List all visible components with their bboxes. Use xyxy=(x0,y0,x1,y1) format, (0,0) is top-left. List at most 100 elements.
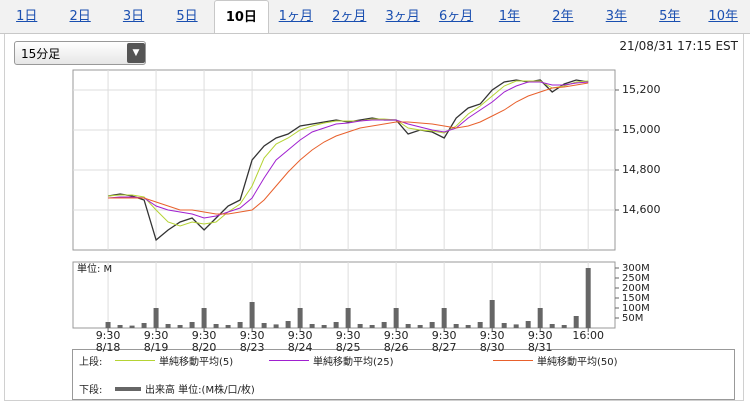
legend-label: 単純移動平均(50) xyxy=(537,357,618,368)
legend-row: 下段: 出来高 単位:(M株/口/枚) xyxy=(79,381,729,396)
volume-bar xyxy=(189,322,195,328)
y-tick-label: 100M xyxy=(622,303,650,314)
volume-bar xyxy=(393,308,399,328)
period-tab[interactable]: 3ヶ月 xyxy=(385,9,420,24)
y-tick-label: 14,600 xyxy=(622,203,661,216)
volume-bar xyxy=(525,321,531,328)
y-tick-label: 15,000 xyxy=(622,123,661,136)
volume-bar xyxy=(321,325,327,328)
volume-bar xyxy=(537,308,543,328)
price-plot-frame xyxy=(72,69,616,251)
moving-average-line xyxy=(108,81,589,219)
volume-bar xyxy=(369,325,375,328)
volume-bar xyxy=(309,324,315,328)
period-tab[interactable]: 2日 xyxy=(69,9,91,24)
chart-panel xyxy=(4,34,744,401)
volume-bar xyxy=(549,324,555,328)
select-arrow[interactable]: ▼ xyxy=(127,43,145,63)
x-tick-label: 9:30 8/24 xyxy=(287,329,313,354)
volume-bar xyxy=(261,323,267,328)
x-tick-label: 9:30 8/19 xyxy=(143,329,169,354)
volume-bar xyxy=(285,321,291,328)
period-tab[interactable]: 1ヶ月 xyxy=(278,9,313,24)
period-tab[interactable]: 10年 xyxy=(708,9,738,24)
period-tab[interactable]: 5日 xyxy=(176,9,198,24)
volume-bar xyxy=(117,325,123,328)
period-tab[interactable]: 2ヶ月 xyxy=(332,9,367,24)
volume-bar xyxy=(153,308,159,328)
legend-group-label: 上段: xyxy=(79,357,103,368)
legend-group-label: 下段: xyxy=(79,385,103,396)
x-tick-label: 9:30 8/20 xyxy=(191,329,217,354)
volume-bar xyxy=(177,325,183,328)
volume-bar xyxy=(453,324,459,328)
x-tick-label: 9:30 8/23 xyxy=(239,329,265,354)
volume-bar xyxy=(513,324,519,328)
x-tick-label: 9:30 8/18 xyxy=(95,329,121,354)
y-tick-label: 15,200 xyxy=(622,83,661,96)
volume-bar xyxy=(213,324,219,328)
legend-swatch xyxy=(115,386,141,391)
timestamp: 21/08/31 17:15 EST xyxy=(619,39,738,53)
period-tab[interactable]: 1年 xyxy=(498,9,521,24)
interval-select[interactable]: 15分足 xyxy=(14,41,146,65)
volume-bar xyxy=(417,325,423,328)
volume-bar xyxy=(501,323,507,328)
legend: 上段: 単純移動平均(5) 単純移動平均(25) 単純移動平均(50) 下段: 出来高 単… xyxy=(72,349,735,400)
volume-bar xyxy=(489,300,495,328)
x-tick-label: 9:30 8/30 xyxy=(479,329,505,354)
legend-label: 単純移動平均(5) xyxy=(159,357,234,368)
volume-bar xyxy=(225,325,231,328)
legend-label: 出来高 単位:(M株/口/枚) xyxy=(145,385,255,396)
moving-average-line xyxy=(108,82,589,215)
volume-bar xyxy=(429,322,435,328)
volume-bar xyxy=(405,324,411,328)
volume-bar xyxy=(237,322,243,328)
legend-swatch xyxy=(269,360,309,361)
volume-bar xyxy=(357,324,363,328)
volume-bar xyxy=(201,308,207,328)
legend-label: 単純移動平均(25) xyxy=(313,357,394,368)
y-tick-label: 14,800 xyxy=(622,163,661,176)
x-tick-label: 16:00 xyxy=(572,329,605,342)
period-tab[interactable]: 3年 xyxy=(605,9,627,24)
y-tick-label: 300M xyxy=(622,263,650,274)
period-tab[interactable]: 3日 xyxy=(122,9,145,24)
period-tab[interactable]: 5年 xyxy=(659,9,681,24)
y-tick-label: 200M xyxy=(622,283,650,294)
volume-bar xyxy=(273,324,279,328)
legend-swatch xyxy=(115,360,155,361)
volume-bar xyxy=(345,308,351,328)
volume-bar xyxy=(129,325,135,328)
legend-swatch xyxy=(493,360,533,361)
volume-bar xyxy=(105,322,111,328)
x-tick-label: 9:30 8/31 xyxy=(527,329,553,354)
volume-bar xyxy=(165,324,171,328)
period-tab[interactable]: 10日 xyxy=(213,0,270,33)
volume-bar xyxy=(465,325,471,328)
moving-average-line xyxy=(108,80,589,227)
volume-bar xyxy=(141,323,147,328)
period-tab[interactable]: 2年 xyxy=(552,9,574,24)
y-tick-label: 50M xyxy=(622,313,643,324)
volume-plot-frame xyxy=(72,261,616,329)
volume-bar xyxy=(333,322,339,328)
x-tick-label: 9:30 8/25 xyxy=(335,329,361,354)
period-tabs: 1日 2日 3日 5日 10日 1ヶ月 2ヶ月 3ヶ月 6ヶ月 1年 2年 3年 5年 10年 xyxy=(0,0,750,34)
unit-label: 単位: M xyxy=(77,262,112,275)
volume-bar xyxy=(477,322,483,328)
volume-bar xyxy=(573,316,579,328)
volume-bar xyxy=(297,308,303,328)
x-tick-label: 9:30 8/26 xyxy=(383,329,409,354)
price-line xyxy=(107,79,589,242)
y-tick-label: 150M xyxy=(622,293,650,304)
period-tab[interactable]: 6ヶ月 xyxy=(438,9,474,24)
volume-bar xyxy=(441,308,447,328)
volume-bar xyxy=(249,302,255,328)
legend-row: 上段: 単純移動平均(5) 単純移動平均(25) 単純移動平均(50) xyxy=(79,353,729,368)
volume-bar xyxy=(585,268,591,328)
x-tick-label: 9:30 8/27 xyxy=(431,329,457,354)
period-tab[interactable]: 1日 xyxy=(16,9,38,24)
